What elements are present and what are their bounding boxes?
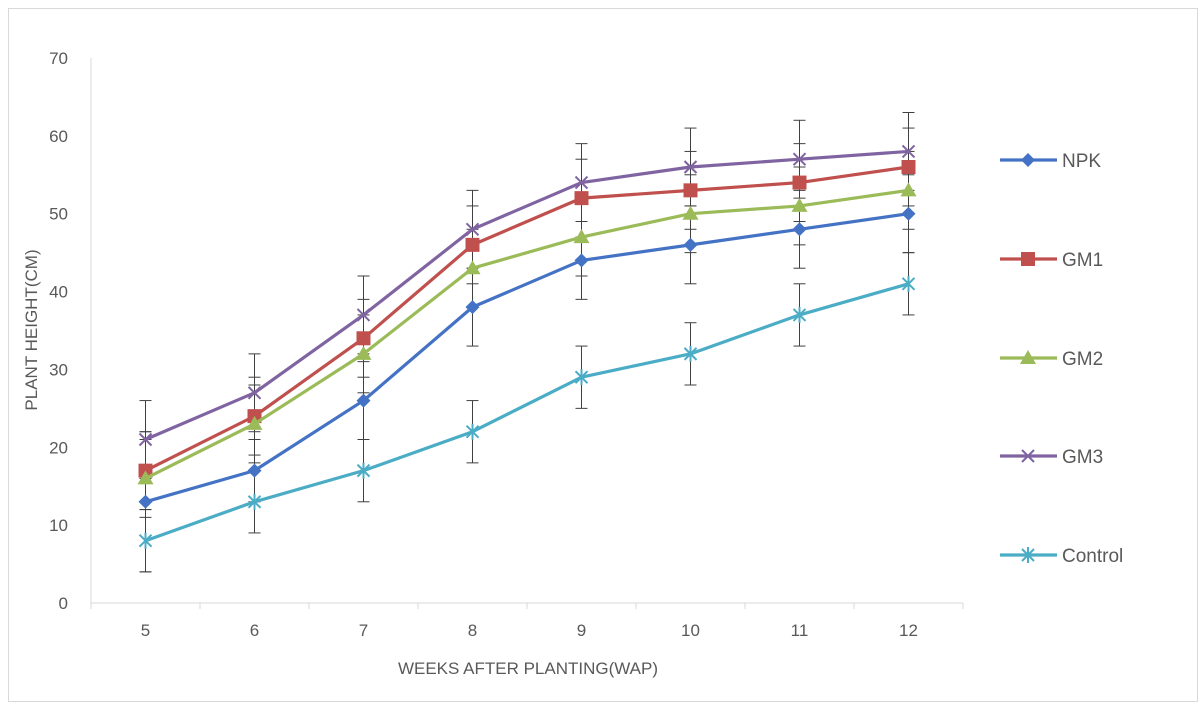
y-tick-label: 60 <box>49 127 68 146</box>
x-tick-label: 11 <box>791 621 809 640</box>
data-point-control <box>465 423 480 440</box>
data-point-gm2 <box>900 182 917 197</box>
y-tick-label: 50 <box>49 205 68 224</box>
x-axis-title: WEEKS AFTER PLANTING(WAP) <box>398 659 658 678</box>
x-tick-label: 7 <box>359 621 368 640</box>
data-point-control <box>901 275 916 292</box>
data-point-gm1 <box>901 160 916 174</box>
y-tick-label: 30 <box>49 360 68 379</box>
legend-marker-npk <box>1021 153 1035 167</box>
data-point-control <box>356 462 371 479</box>
series-gm3 <box>138 144 916 447</box>
data-point-gm1 <box>574 191 589 206</box>
legend-item-gm1: GM1 <box>1000 250 1103 271</box>
data-point-gm2 <box>355 345 372 360</box>
legend-marker-gm2 <box>1020 350 1036 364</box>
legend: NPK GM1 GM2 GM3 Control <box>1000 151 1123 567</box>
x-tick-label: 8 <box>468 621 477 640</box>
series-line-gm3 <box>144 149 909 441</box>
data-point-gm2 <box>464 260 481 275</box>
data-point-gm1 <box>356 331 371 346</box>
y-axis-title: PLANT HEIGHT(CM) <box>22 249 41 410</box>
data-point-gm3 <box>792 152 807 166</box>
x-tick-label: 12 <box>899 621 918 640</box>
series-npk <box>138 206 916 509</box>
data-point-gm3 <box>574 175 589 190</box>
legend-item-gm3: GM3 <box>1000 447 1103 468</box>
data-point-gm3 <box>901 144 916 159</box>
data-point-npk <box>356 393 371 408</box>
data-point-gm1 <box>465 237 480 252</box>
legend-label-gm2: GM2 <box>1062 349 1103 370</box>
series-lines <box>137 144 917 549</box>
legend-label-gm1: GM1 <box>1062 250 1103 271</box>
data-point-npk <box>138 494 153 509</box>
data-point-gm3 <box>356 308 371 322</box>
data-point-npk <box>683 237 698 252</box>
data-point-gm2 <box>791 197 808 212</box>
y-tick-label: 70 <box>49 49 68 68</box>
legend-item-npk: NPK <box>1000 151 1101 172</box>
data-point-npk <box>792 222 807 237</box>
data-point-gm2 <box>573 229 590 244</box>
data-point-gm3 <box>465 222 480 236</box>
data-point-gm3 <box>247 386 262 400</box>
legend-label-npk: NPK <box>1062 151 1101 172</box>
data-point-control <box>247 493 262 510</box>
data-point-gm2 <box>682 205 699 220</box>
x-tick-label: 9 <box>577 621 586 640</box>
data-point-gm2 <box>137 470 154 485</box>
chart-frame <box>8 8 1198 702</box>
y-tick-label: 20 <box>49 438 68 457</box>
series-line-gm2 <box>144 188 909 480</box>
legend-marker-gm3 <box>1021 449 1035 463</box>
data-point-gm3 <box>683 160 698 174</box>
data-point-npk <box>465 300 480 315</box>
data-point-control <box>574 369 589 386</box>
axes: 0 10 20 30 40 50 60 70 5 6 7 8 9 10 11 12 <box>49 49 964 640</box>
y-tick-label: 0 <box>59 594 68 613</box>
data-point-gm1 <box>792 175 807 190</box>
legend-label-control: Control <box>1062 546 1123 567</box>
legend-marker-gm1 <box>1021 252 1035 266</box>
series-line-gm1 <box>144 165 909 473</box>
x-tick-label: 10 <box>681 621 700 640</box>
y-tick-label: 10 <box>49 516 68 535</box>
legend-label-gm3: GM3 <box>1062 447 1103 468</box>
legend-marker-control <box>1021 547 1035 563</box>
x-tick-label: 6 <box>250 621 259 640</box>
data-point-control <box>792 306 807 323</box>
series-gm2 <box>137 182 917 485</box>
data-point-gm3 <box>138 432 153 447</box>
data-point-control <box>683 345 698 362</box>
data-point-npk <box>247 463 262 478</box>
legend-item-gm2: GM2 <box>1000 349 1103 370</box>
series-control <box>138 275 916 549</box>
data-point-npk <box>901 206 916 221</box>
y-tick-label: 40 <box>49 283 68 302</box>
data-point-control <box>138 532 153 549</box>
data-point-npk <box>574 253 589 268</box>
series-line-npk <box>145 212 909 504</box>
data-point-gm1 <box>683 183 698 198</box>
x-tick-label: 5 <box>141 621 150 640</box>
legend-item-control: Control <box>1000 546 1123 567</box>
series-line-control <box>144 282 909 543</box>
data-point-gm2 <box>246 415 263 430</box>
